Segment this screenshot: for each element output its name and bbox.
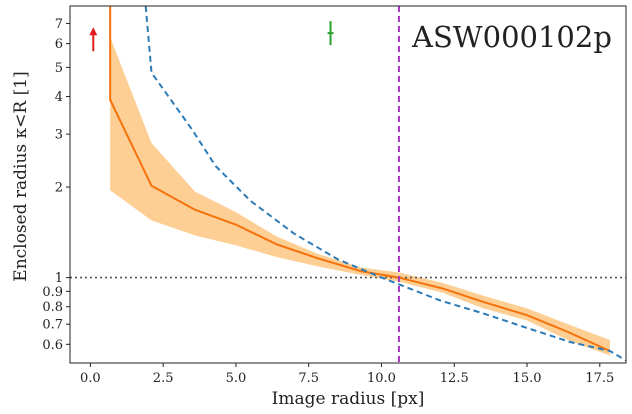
y-tick-label: 4 bbox=[55, 90, 63, 105]
y-tick-label: 2 bbox=[55, 181, 63, 196]
x-tick-label: 10.0 bbox=[367, 371, 396, 386]
x-axis-label: Image radius [px] bbox=[272, 389, 425, 409]
y-tick-label: 6 bbox=[55, 37, 63, 52]
y-tick-label: 7 bbox=[55, 17, 63, 32]
y-tick-label: 0.6 bbox=[42, 338, 63, 353]
series-line-solid bbox=[109, 6, 611, 352]
x-tick-label: 17.5 bbox=[585, 371, 614, 386]
plot-frame bbox=[69, 5, 627, 364]
y-tick-label: 0.7 bbox=[42, 318, 63, 333]
series-line-dashed bbox=[144, 6, 626, 362]
x-tick-label: 15.0 bbox=[513, 371, 542, 386]
y-tick-label: 3 bbox=[55, 128, 63, 143]
y-tick-label: 0.9 bbox=[42, 285, 63, 300]
confidence-band bbox=[110, 6, 610, 356]
x-tick-label: 2.5 bbox=[153, 371, 174, 386]
x-tick-label: 5.0 bbox=[226, 371, 247, 386]
y-tick-label: 5 bbox=[55, 61, 63, 76]
plot-area bbox=[70, 6, 626, 363]
y-axis-label: Enclosed radius κ<R [1] bbox=[11, 71, 31, 281]
marker-arrow-head bbox=[89, 27, 98, 36]
chart-title: ASW000102p bbox=[411, 20, 612, 54]
x-tick-label: 12.5 bbox=[440, 371, 469, 386]
axis-ticks bbox=[66, 22, 601, 367]
y-tick-label: 0.8 bbox=[42, 300, 63, 315]
x-tick-label: 7.5 bbox=[298, 371, 319, 386]
y-tick-label: 1 bbox=[55, 271, 63, 286]
x-tick-label: 0.0 bbox=[80, 371, 101, 386]
axis-tick-labels: 0.0 2.5 5.0 7.5 10.0 12.5 15.0 17.5 0.6 0.7 0.80.9… bbox=[42, 17, 614, 386]
